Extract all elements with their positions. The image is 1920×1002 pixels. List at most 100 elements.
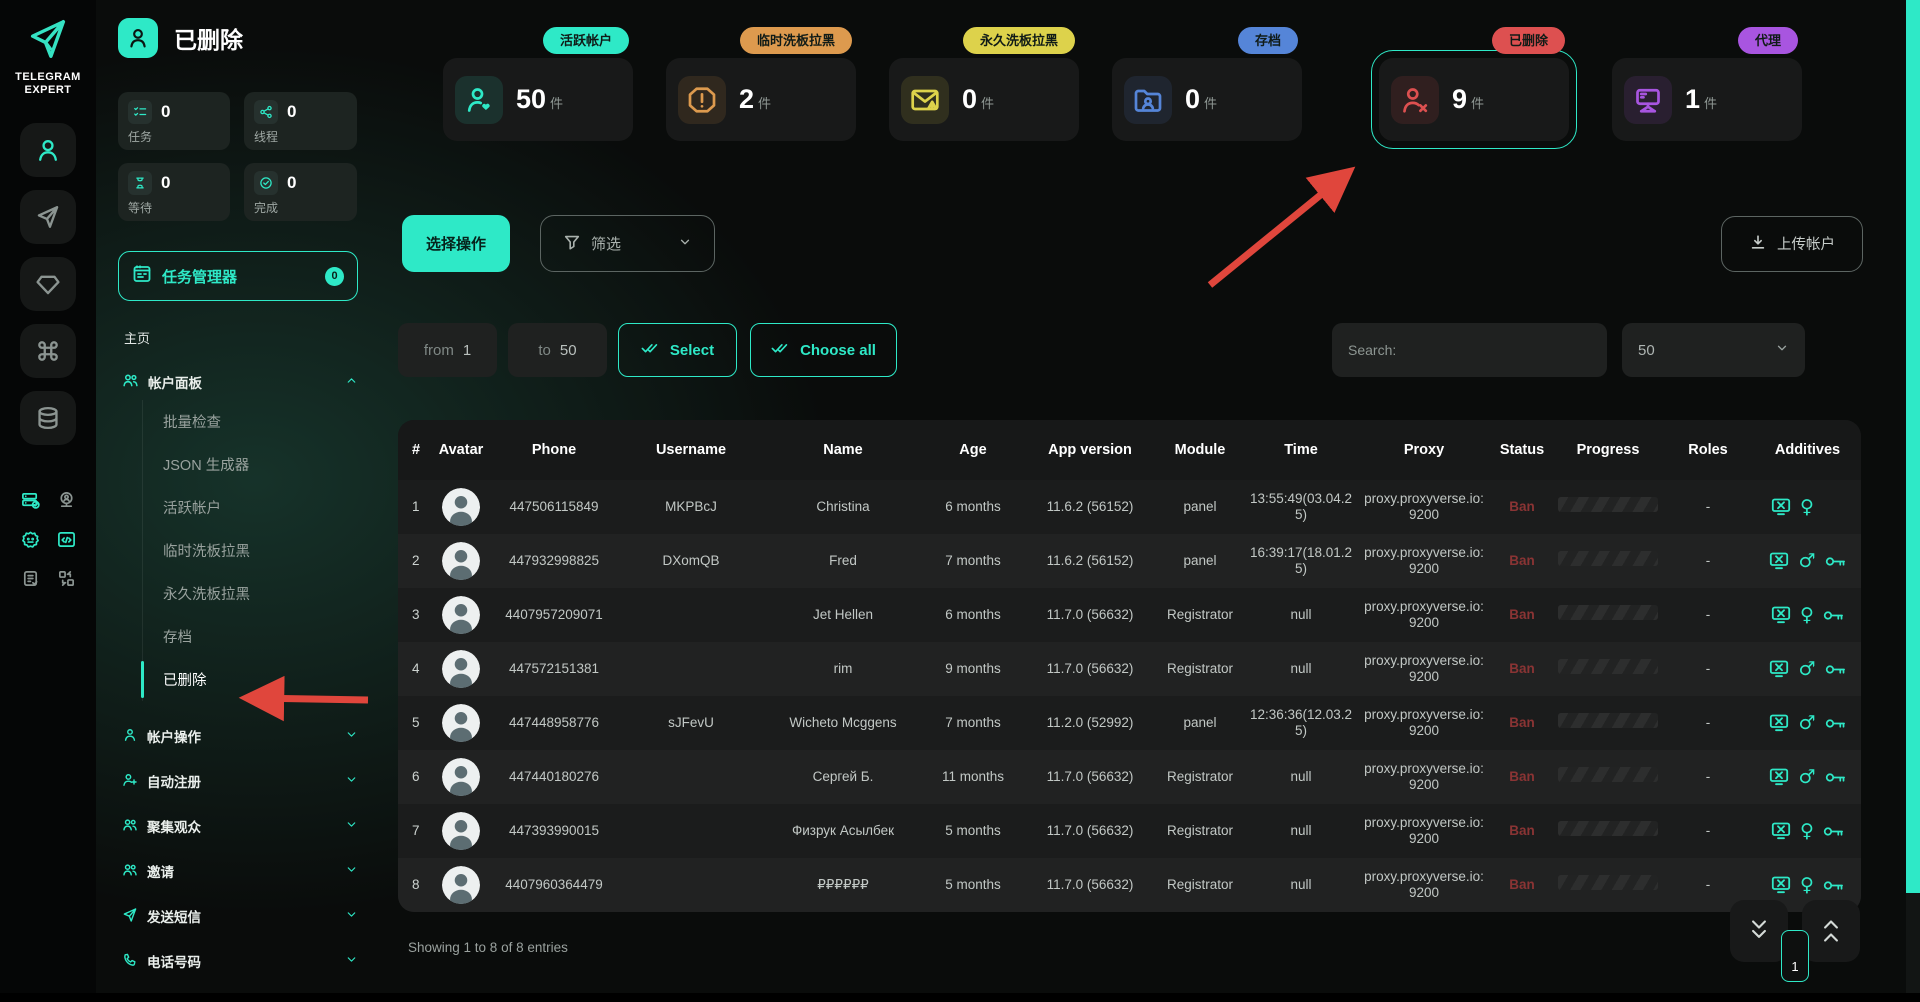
swap-boxes-icon[interactable] bbox=[53, 569, 79, 588]
key-icon[interactable] bbox=[1823, 608, 1844, 623]
cell-roles: - bbox=[1705, 552, 1711, 568]
upload-accounts-button[interactable]: 上传帐户 bbox=[1721, 215, 1863, 272]
gender-icon[interactable]: ♀ bbox=[1800, 819, 1814, 842]
sidebar-group-label: 自动注册 bbox=[147, 775, 201, 790]
progress-bar bbox=[1558, 875, 1658, 891]
clipboard-check-icon[interactable] bbox=[17, 569, 43, 588]
filter-dropdown[interactable]: 筛选 bbox=[540, 215, 716, 272]
monitor-x-icon[interactable] bbox=[1769, 713, 1789, 733]
gender-icon[interactable]: ♂ bbox=[1798, 765, 1816, 788]
monitor-x-icon[interactable] bbox=[1771, 821, 1791, 841]
monitor-x-icon[interactable] bbox=[1769, 551, 1789, 571]
from-input[interactable]: from 1 bbox=[398, 323, 497, 377]
key-icon[interactable] bbox=[1825, 554, 1846, 569]
scrollbar-thumb[interactable] bbox=[1906, 0, 1920, 893]
search-input[interactable] bbox=[1332, 323, 1607, 377]
gender-icon[interactable]: ♂ bbox=[1798, 711, 1816, 734]
key-icon[interactable] bbox=[1825, 770, 1846, 785]
page-first-button[interactable] bbox=[1802, 900, 1860, 962]
server-check-icon[interactable] bbox=[17, 491, 43, 510]
monitor-x-icon[interactable] bbox=[1771, 605, 1791, 625]
key-icon[interactable] bbox=[1823, 824, 1844, 839]
select-button[interactable]: Select bbox=[618, 323, 737, 377]
sidebar-group-invite[interactable]: 邀请 bbox=[118, 861, 358, 881]
card-badge: 临时洗板拉黑 bbox=[739, 27, 852, 54]
rail-premium-button[interactable] bbox=[20, 257, 76, 311]
status-badge: Ban bbox=[1509, 606, 1535, 622]
stat-label: 等待 bbox=[128, 201, 153, 215]
select-action-button[interactable]: 选择操作 bbox=[402, 215, 511, 272]
table-row[interactable]: 1 447506115849 MKPBcJ Christina 6 months… bbox=[398, 480, 1861, 534]
gender-icon[interactable]: ♀ bbox=[1800, 495, 1814, 518]
bottom-strip bbox=[0, 993, 1920, 1002]
row-number: 3 bbox=[412, 606, 420, 622]
sidebar-group-phone-numbers[interactable]: 电话号码 bbox=[118, 951, 358, 971]
table-row[interactable]: 5 447448958776 sJFevU Wicheto Mcggens 7 … bbox=[398, 696, 1861, 750]
table-row[interactable]: 8 4407960364479 ₽₽₽₽₽₽ 5 months 11.7.0 (… bbox=[398, 858, 1861, 912]
table-row[interactable]: 2 447932998825 DXomQB Fred 7 months 11.6… bbox=[398, 534, 1861, 588]
rail-accounts-button[interactable] bbox=[20, 123, 76, 177]
monitor-x-icon[interactable] bbox=[1771, 875, 1791, 895]
to-input[interactable]: to 50 bbox=[508, 323, 607, 377]
sidebar-item-home[interactable]: 主页 bbox=[124, 331, 151, 346]
cell-age: 7 months bbox=[945, 714, 1001, 730]
table-row[interactable]: 4 447572151381 rim 9 months 11.7.0 (5663… bbox=[398, 642, 1861, 696]
col-header: Time bbox=[1284, 442, 1318, 458]
sidebar-group-send-sms[interactable]: 发送短信 bbox=[118, 906, 358, 926]
rail-command-button[interactable] bbox=[20, 324, 76, 378]
cell-name: rim bbox=[833, 660, 853, 676]
sidebar-item-deleted[interactable]: 已删除 bbox=[140, 658, 358, 701]
key-icon[interactable] bbox=[1823, 878, 1844, 893]
sidebar-group-account-panel[interactable]: 帐户面板 bbox=[118, 372, 358, 392]
progress-bar bbox=[1558, 713, 1658, 729]
sidebar-item-archive[interactable]: 存档 bbox=[163, 630, 192, 646]
progress-bar bbox=[1558, 497, 1658, 513]
sidebar-group-gather-audience[interactable]: 聚集观众 bbox=[118, 816, 358, 836]
rail-database-button[interactable] bbox=[20, 391, 76, 445]
cell-age: 5 months bbox=[945, 822, 1001, 838]
proxy-server-icon bbox=[1624, 75, 1672, 124]
sidebar-item-json-generator[interactable]: JSON 生成器 bbox=[163, 458, 250, 474]
choose-all-button[interactable]: Choose all bbox=[750, 323, 897, 377]
cell-username: DXomQB bbox=[662, 552, 720, 568]
task-manager-button[interactable]: 任务管理器 0 bbox=[118, 251, 358, 301]
chevron-down-icon bbox=[345, 953, 358, 969]
gender-icon[interactable]: ♂ bbox=[1798, 549, 1816, 572]
monitor-x-icon[interactable] bbox=[1771, 497, 1791, 517]
key-icon[interactable] bbox=[1825, 716, 1846, 731]
page-size-select[interactable]: 50 bbox=[1622, 323, 1805, 377]
table-row[interactable]: 7 447393990015 Физрук Асылбек 5 months 1… bbox=[398, 804, 1861, 858]
page-last-button[interactable] bbox=[1730, 900, 1788, 962]
gender-icon[interactable]: ♀ bbox=[1800, 603, 1814, 626]
sidebar-group-account-actions[interactable]: 帐户操作 bbox=[118, 726, 358, 746]
gender-icon[interactable]: ♀ bbox=[1800, 873, 1814, 896]
cell-roles: - bbox=[1705, 498, 1711, 514]
webcam-user-icon[interactable] bbox=[53, 491, 79, 510]
monitor-x-icon[interactable] bbox=[1769, 659, 1789, 679]
key-icon[interactable] bbox=[1825, 662, 1846, 677]
rail-send-button[interactable] bbox=[20, 190, 76, 244]
sidebar-item-active-accounts[interactable]: 活跃帐户 bbox=[163, 501, 221, 517]
page-indicator[interactable]: 1 bbox=[1781, 930, 1809, 982]
person-heart-icon bbox=[455, 75, 503, 124]
sidebar-item-temp-blacklist[interactable]: 临时洗板拉黑 bbox=[163, 544, 250, 560]
code-window-icon[interactable] bbox=[53, 530, 79, 549]
monitor-x-icon[interactable] bbox=[1769, 767, 1789, 787]
filter-label: 筛选 bbox=[591, 236, 622, 253]
task-stats: 0 任务 0 线程 0 等待 0 完成 bbox=[118, 92, 358, 221]
sidebar-item-perm-blacklist[interactable]: 永久洗板拉黑 bbox=[163, 587, 250, 603]
bot-gear-icon[interactable] bbox=[17, 530, 43, 549]
table-row[interactable]: 6 447440180276 Сергей Б. 11 months 11.7.… bbox=[398, 750, 1861, 804]
card-active-accounts[interactable]: 活跃帐户 50 件 bbox=[443, 27, 633, 141]
stat-value: 0 bbox=[161, 173, 171, 192]
table-row[interactable]: 3 4407957209071 Jet Hellen 6 months 11.7… bbox=[398, 588, 1861, 642]
sidebar-item-batch-check[interactable]: 批量检查 bbox=[163, 415, 221, 431]
avatar bbox=[442, 704, 480, 742]
sidebar-group-auto-register[interactable]: 自动注册 bbox=[118, 771, 358, 791]
gender-icon[interactable]: ♂ bbox=[1798, 657, 1816, 680]
